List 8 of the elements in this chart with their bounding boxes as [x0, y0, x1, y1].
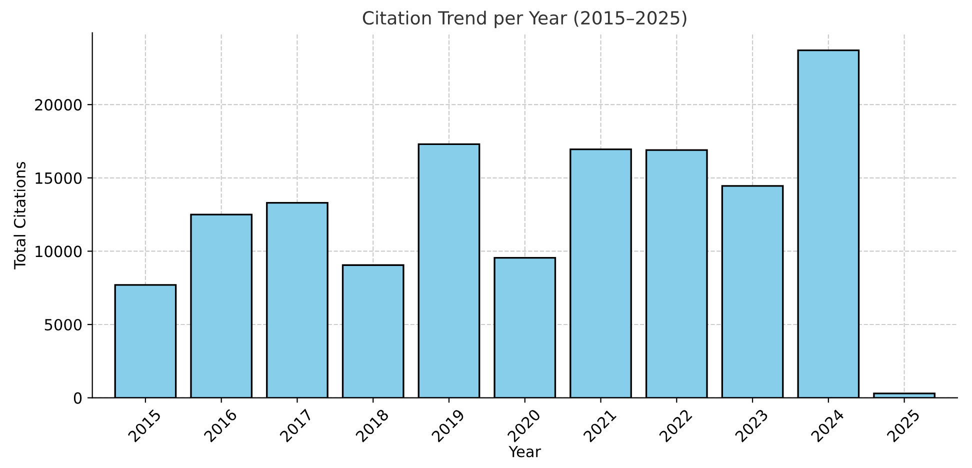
chart-title: Citation Trend per Year (2015–2025)	[362, 10, 686, 28]
y-axis-title: Total Citations	[14, 162, 26, 270]
y-tick-label: 10000	[36, 246, 82, 258]
y-tick-label: 5000	[44, 318, 82, 331]
y-tick-label: 0	[74, 392, 82, 404]
y-tick-label: 15000	[36, 172, 82, 184]
y-tick-label: 20000	[35, 99, 82, 111]
x-axis-title: Year	[508, 446, 542, 458]
